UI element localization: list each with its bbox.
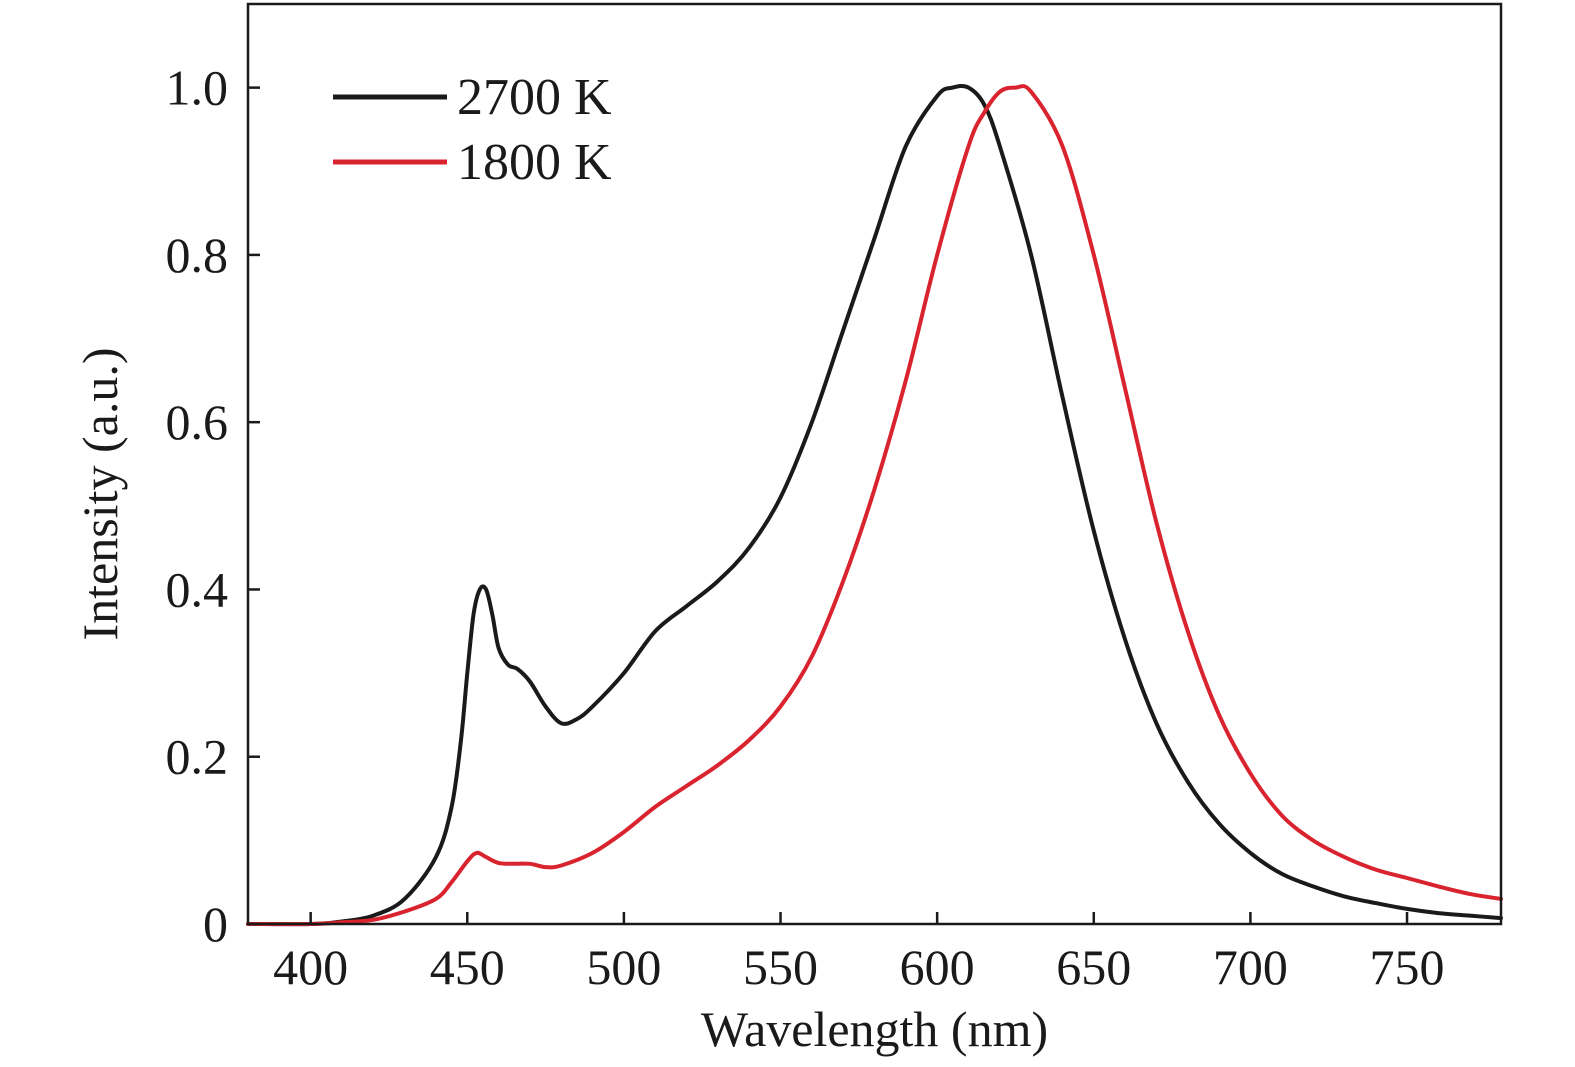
x-axis: 400 450 500 550 600 650 700 750 xyxy=(273,912,1445,995)
x-tick-label: 400 xyxy=(273,939,348,995)
legend-1800k-label: 1800 K xyxy=(457,134,612,191)
x-tick-label: 750 xyxy=(1370,939,1445,995)
y-tick-label: 0.8 xyxy=(166,227,229,283)
y-tick-label: 0.4 xyxy=(166,561,229,617)
y-tick-label: 0.6 xyxy=(166,394,229,450)
x-axis-title: Wavelength (nm) xyxy=(701,1001,1048,1057)
y-tick-label: 0.2 xyxy=(166,729,229,785)
series-layer xyxy=(246,84,1503,927)
y-tick-label: 1.0 xyxy=(166,60,229,116)
x-tick-label: 700 xyxy=(1213,939,1288,995)
y-tick-label: 0 xyxy=(203,896,228,952)
series-1800k-line xyxy=(246,84,1503,927)
x-tick-label: 500 xyxy=(586,939,661,995)
series-2700k-line xyxy=(246,84,1503,927)
x-tick-label: 550 xyxy=(743,939,818,995)
x-tick-label: 650 xyxy=(1056,939,1131,995)
y-axis-title: Intensity (a.u.) xyxy=(72,348,128,641)
y-axis: 0 0.2 0.4 0.6 0.8 1.0 xyxy=(166,60,260,952)
plot-frame xyxy=(246,2,1503,926)
legend-2700k-label: 2700 K xyxy=(457,69,612,126)
x-tick-label: 450 xyxy=(430,939,505,995)
legend: 2700 K 1800 K xyxy=(333,69,612,191)
x-tick-label: 600 xyxy=(900,939,975,995)
